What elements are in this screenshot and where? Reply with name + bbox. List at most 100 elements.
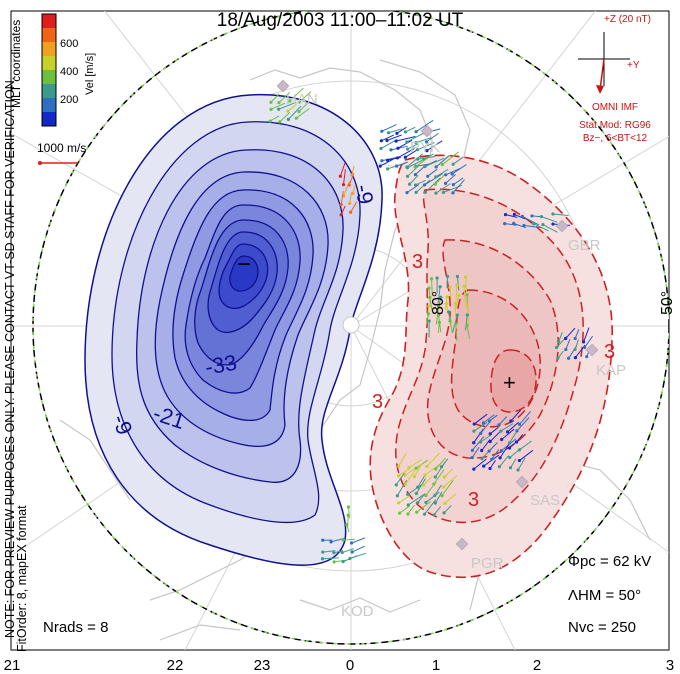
station-label-kod: KOD bbox=[341, 603, 374, 620]
velocity-vector bbox=[349, 192, 353, 204]
velocity-vector-origin bbox=[405, 174, 410, 178]
velocity-vector bbox=[279, 112, 291, 123]
velocity-vector bbox=[350, 201, 358, 213]
velocity-vector bbox=[269, 115, 280, 122]
velocity-vector bbox=[558, 331, 563, 342]
velocity-vector-origin bbox=[505, 430, 510, 434]
velocity-vector-origin bbox=[557, 340, 561, 344]
velocity-vector-origin bbox=[320, 557, 325, 561]
velocity-vector bbox=[523, 225, 543, 229]
velocity-vector bbox=[583, 327, 590, 343]
velocity-vector-origin bbox=[394, 483, 398, 487]
velocity-vector-origin bbox=[433, 475, 437, 479]
velocity-vector bbox=[424, 157, 445, 167]
velocity-vector-origin bbox=[551, 222, 555, 226]
velocity-vector-origin bbox=[379, 139, 383, 143]
velocity-vector bbox=[443, 505, 452, 514]
contour-label: -33 bbox=[203, 350, 239, 380]
velocity-vector-origin bbox=[455, 274, 460, 279]
velocity-vector-origin bbox=[443, 181, 448, 185]
velocity-vector bbox=[435, 183, 451, 194]
velocity-vector bbox=[488, 442, 498, 452]
velocity-vector bbox=[437, 322, 440, 333]
velocity-vector-origin bbox=[278, 120, 282, 124]
colorbar-label: Vel [m/s] bbox=[84, 53, 96, 95]
velocity-vector-origin bbox=[478, 440, 482, 444]
velocity-vector-origin bbox=[479, 431, 483, 435]
velocity-vector-origin bbox=[434, 467, 438, 471]
velocity-vector bbox=[473, 413, 488, 425]
station-marker bbox=[420, 124, 434, 138]
velocity-vector-origin bbox=[286, 109, 290, 113]
contour-label: 3 bbox=[372, 391, 383, 413]
velocity-vector bbox=[501, 428, 515, 440]
velocity-vector-origin bbox=[329, 540, 333, 544]
velocity-vector-origin bbox=[423, 190, 428, 194]
velocity-vector bbox=[426, 313, 429, 325]
velocity-vector bbox=[414, 156, 430, 168]
velocity-vector-origin bbox=[465, 303, 469, 307]
velocity-vector-origin bbox=[573, 336, 577, 341]
velocity-vector bbox=[386, 134, 402, 141]
velocity-vector bbox=[425, 491, 440, 503]
velocity-vector-origin bbox=[470, 456, 474, 460]
velocity-vector-origin bbox=[503, 212, 508, 217]
velocity-vector bbox=[444, 493, 457, 504]
colorbar-outline bbox=[41, 13, 57, 127]
velocity-vector-origin bbox=[497, 465, 502, 469]
velocity-vector-origin bbox=[472, 467, 476, 471]
velocity-vector bbox=[452, 156, 464, 165]
velocity-vector-origin bbox=[415, 510, 419, 514]
velocity-vector-origin bbox=[442, 511, 446, 515]
velocity-vector-origin bbox=[488, 439, 492, 444]
velocity-colorbar: 600 400 200 Vel [m/s] bbox=[41, 13, 96, 127]
colorbar-swatch bbox=[42, 14, 56, 28]
velocity-vector bbox=[298, 102, 308, 112]
velocity-vector-origin bbox=[433, 493, 437, 497]
velocity-vector-origin bbox=[405, 165, 409, 169]
velocity-vector-origin bbox=[443, 501, 447, 505]
velocity-vector-origin bbox=[341, 183, 346, 187]
velocity-vector-origin bbox=[522, 223, 526, 228]
velocity-vector-origin bbox=[398, 511, 402, 515]
positive-convection-cell bbox=[369, 154, 613, 579]
velocity-vector-origin bbox=[517, 448, 522, 452]
velocity-vector-origin bbox=[433, 182, 437, 186]
pole-marker bbox=[342, 316, 360, 334]
velocity-vector-origin bbox=[427, 319, 431, 323]
velocity-vector bbox=[504, 223, 517, 226]
velocity-vector-origin bbox=[448, 319, 452, 323]
velocity-vector-origin bbox=[487, 449, 491, 453]
velocity-vector bbox=[452, 179, 465, 194]
velocity-vector bbox=[406, 184, 420, 194]
velocity-vector-origin bbox=[447, 310, 451, 314]
velocity-vector-origin bbox=[481, 421, 486, 425]
velocity-vector-origin bbox=[405, 140, 409, 144]
velocity-vector bbox=[449, 320, 453, 333]
velocity-vector bbox=[480, 420, 492, 434]
velocity-vector-origin bbox=[448, 285, 452, 290]
contour-label: 3 bbox=[468, 489, 479, 511]
velocity-vector bbox=[413, 463, 423, 477]
mlt-axis: 21 22 23 0 1 2 3 bbox=[4, 657, 675, 674]
velocity-vector-origin bbox=[413, 173, 418, 177]
velocity-vector-origin bbox=[339, 202, 343, 207]
velocity-vector-origin bbox=[465, 293, 469, 297]
velocity-vector-origin bbox=[442, 475, 447, 479]
velocity-vector-origin bbox=[472, 441, 476, 445]
velocity-vector-origin bbox=[517, 458, 522, 463]
imf-y-label: +Y bbox=[627, 60, 640, 71]
velocity-vector-origin bbox=[321, 550, 325, 554]
velocity-vector bbox=[299, 91, 312, 103]
velocity-vector-origin bbox=[440, 162, 444, 167]
velocity-vector-origin bbox=[556, 356, 560, 360]
velocity-vector bbox=[396, 126, 407, 134]
velocity-vector bbox=[270, 93, 280, 103]
velocity-vector bbox=[574, 339, 579, 350]
velocity-vector bbox=[433, 469, 445, 485]
velocity-vector bbox=[397, 148, 415, 159]
imf-vector bbox=[599, 58, 605, 91]
velocity-vector-origin bbox=[470, 448, 474, 452]
colorbar-swatch bbox=[42, 28, 56, 42]
velocity-vector bbox=[396, 161, 408, 167]
